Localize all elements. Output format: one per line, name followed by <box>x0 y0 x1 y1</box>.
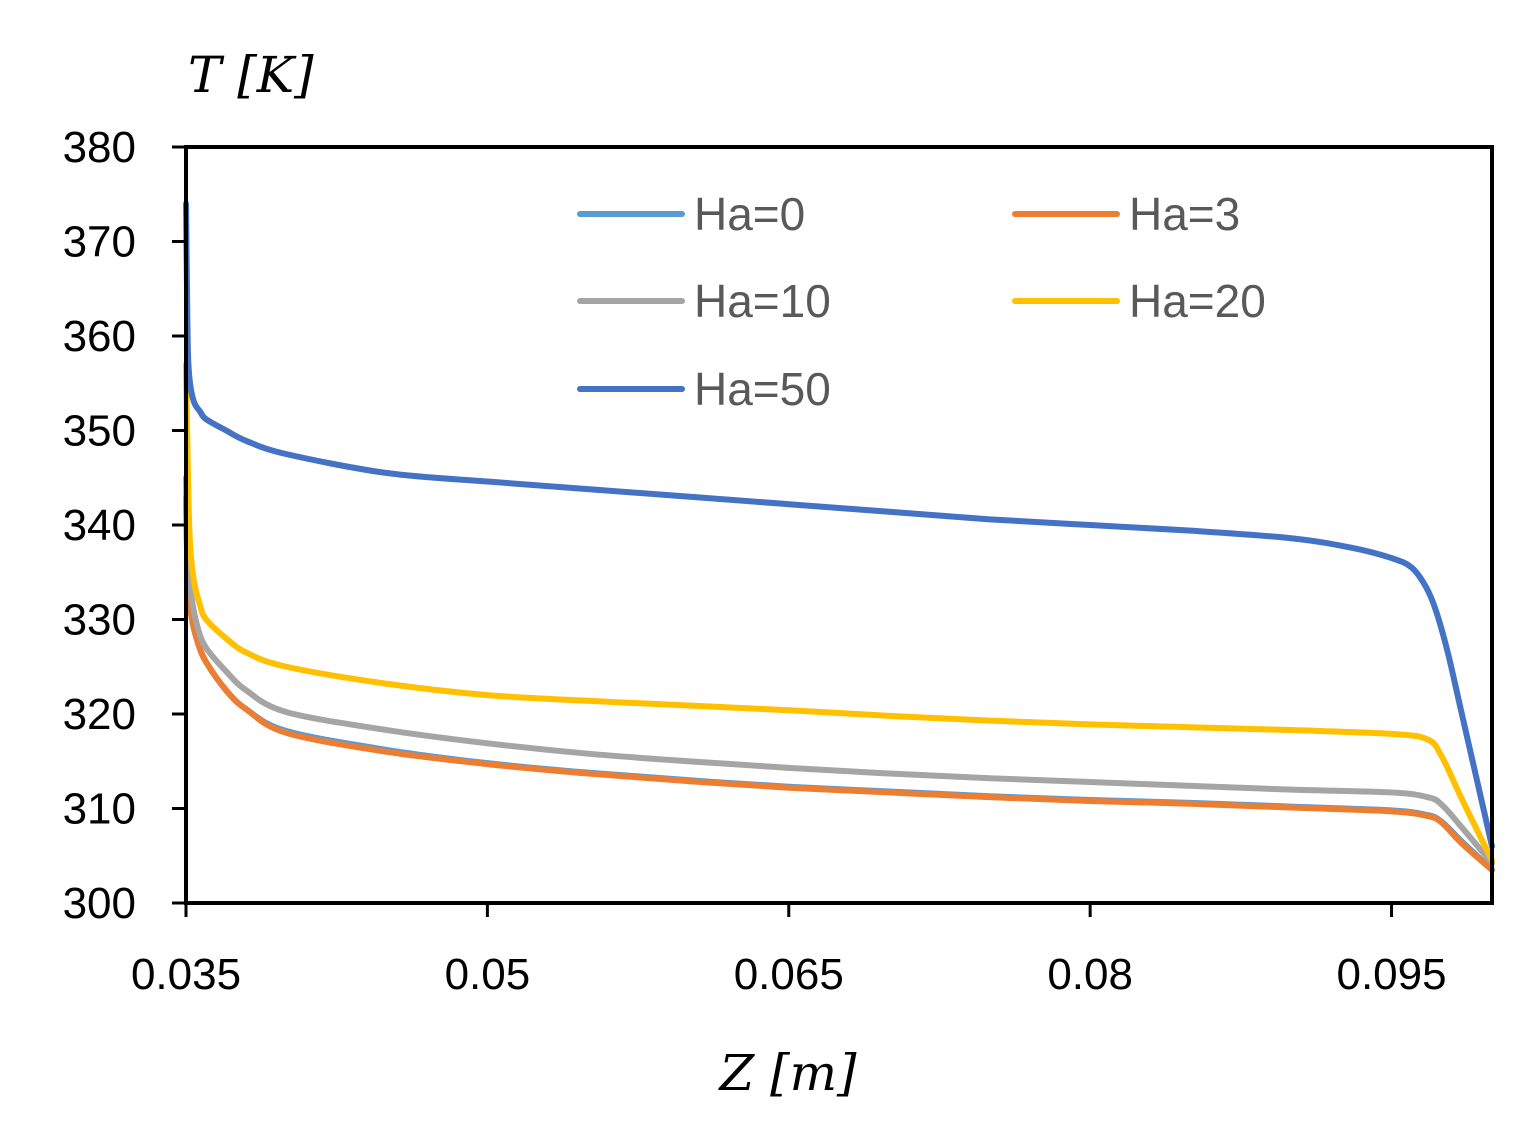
y-tick-label: 300 <box>63 879 136 928</box>
legend-item: Ha=50 <box>577 363 831 415</box>
legend-label: Ha=0 <box>694 188 805 240</box>
series-line-ha-3 <box>183 493 1495 873</box>
legend-label: Ha=50 <box>694 363 831 415</box>
legend-item: Ha=3 <box>1012 188 1240 240</box>
x-axis: 0.035 0.05 0.065 0.08 0.095 <box>131 903 1447 999</box>
y-tick-label: 360 <box>63 312 136 361</box>
y-tick-label: 320 <box>63 690 136 739</box>
x-tick-label: 0.05 <box>445 950 531 999</box>
y-tick-label: 350 <box>63 407 136 456</box>
series-line-ha-10 <box>183 474 1495 867</box>
y-tick-label: 330 <box>63 596 136 645</box>
series-line-ha-50 <box>183 200 1495 850</box>
legend-label: Ha=10 <box>694 275 831 327</box>
x-axis-title: Z [m] <box>717 1044 857 1102</box>
series-line-ha-20 <box>183 361 1495 864</box>
legend-label: Ha=3 <box>1129 188 1240 240</box>
legend-item: Ha=10 <box>577 275 831 327</box>
legend-label: Ha=20 <box>1129 275 1266 327</box>
y-tick-label: 380 <box>63 123 136 172</box>
legend-item: Ha=20 <box>1012 275 1266 327</box>
legend-item: Ha=0 <box>577 188 805 240</box>
x-tick-label: 0.065 <box>734 950 844 999</box>
y-tick-label: 310 <box>63 785 136 834</box>
y-axis: 300 310 320 330 340 350 360 370 380 <box>63 123 186 928</box>
y-axis-title: T [K] <box>188 46 314 104</box>
x-tick-label: 0.035 <box>131 950 241 999</box>
y-tick-label: 370 <box>63 218 136 267</box>
legend: Ha=0 Ha=3 Ha=10 Ha=20 Ha=50 <box>577 188 1266 415</box>
series-lines <box>183 200 1495 873</box>
y-tick-label: 340 <box>63 501 136 550</box>
x-tick-label: 0.095 <box>1336 950 1446 999</box>
x-tick-label: 0.08 <box>1047 950 1133 999</box>
